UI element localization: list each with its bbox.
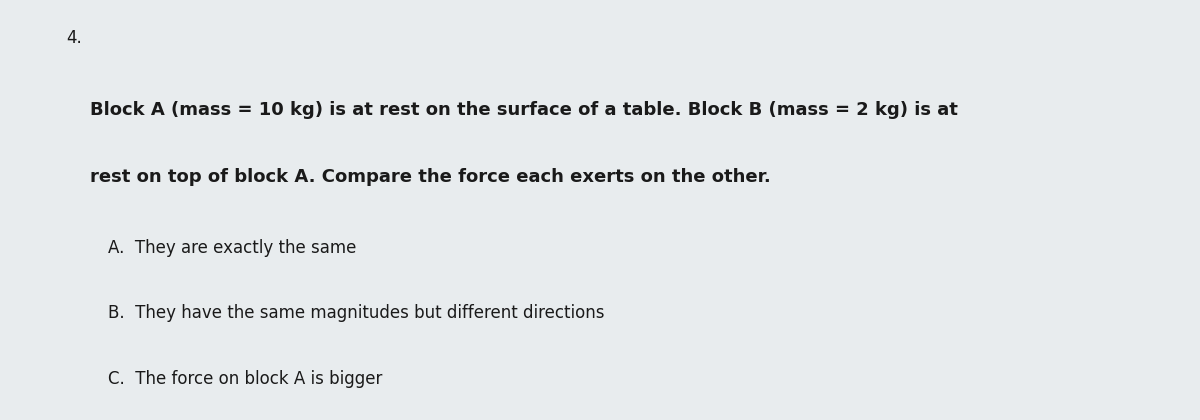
Text: C.  The force on block A is bigger: C. The force on block A is bigger xyxy=(108,370,383,388)
Text: B.  They have the same magnitudes but different directions: B. They have the same magnitudes but dif… xyxy=(108,304,605,323)
Text: Block A (mass = 10 kg) is at rest on the surface of a table. Block B (mass = 2 k: Block A (mass = 10 kg) is at rest on the… xyxy=(90,101,958,119)
Text: 4.: 4. xyxy=(66,29,82,47)
Text: rest on top of block A. Compare the force each exerts on the other.: rest on top of block A. Compare the forc… xyxy=(90,168,770,186)
Text: A.  They are exactly the same: A. They are exactly the same xyxy=(108,239,356,257)
